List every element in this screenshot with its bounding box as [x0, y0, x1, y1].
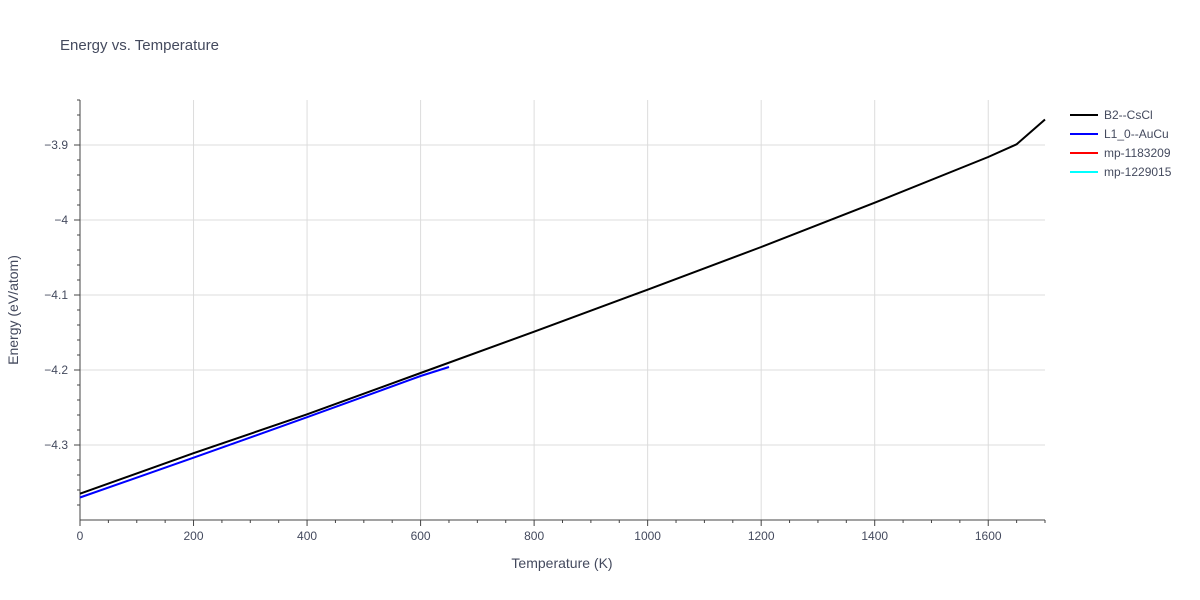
legend: B2--CsCl L1_0--AuCu mp-1183209 mp-1229015	[1070, 108, 1172, 179]
series-line-b2-cscl	[79, 118, 1046, 495]
x-tick-label: 400	[297, 529, 317, 543]
x-tick-label: 600	[411, 529, 431, 543]
gridlines	[80, 100, 1045, 520]
legend-label: mp-1183209	[1104, 146, 1171, 160]
y-tick-label: −4	[54, 213, 68, 227]
y-tick-label: −3.9	[44, 138, 68, 152]
x-tick-label: 800	[524, 529, 544, 543]
y-tick-label: −4.2	[44, 363, 68, 377]
x-tick-label: 1000	[634, 529, 661, 543]
x-tick-label: 1600	[975, 529, 1002, 543]
x-tick-label: 0	[77, 529, 84, 543]
axes: 0 200 400 600 800 1000 1200 1400 1600 −4.3 −4.2 −4.…	[44, 99, 1046, 543]
chart-title: Energy vs. Temperature	[60, 37, 219, 54]
legend-label: B2--CsCl	[1104, 108, 1153, 122]
y-axis-title: Energy (eV/atom)	[5, 255, 21, 365]
y-tick-label: −4.1	[44, 288, 68, 302]
x-tick-label: 1200	[748, 529, 775, 543]
x-tick-label: 1400	[861, 529, 888, 543]
plot-area	[79, 118, 1046, 499]
series-line-l1-0-aucu	[79, 366, 450, 499]
legend-label: L1_0--AuCu	[1104, 127, 1169, 141]
x-tick-label: 200	[184, 529, 204, 543]
x-axis-title: Temperature (K)	[511, 555, 612, 571]
y-tick-label: −4.3	[44, 438, 68, 452]
legend-label: mp-1229015	[1104, 165, 1172, 179]
